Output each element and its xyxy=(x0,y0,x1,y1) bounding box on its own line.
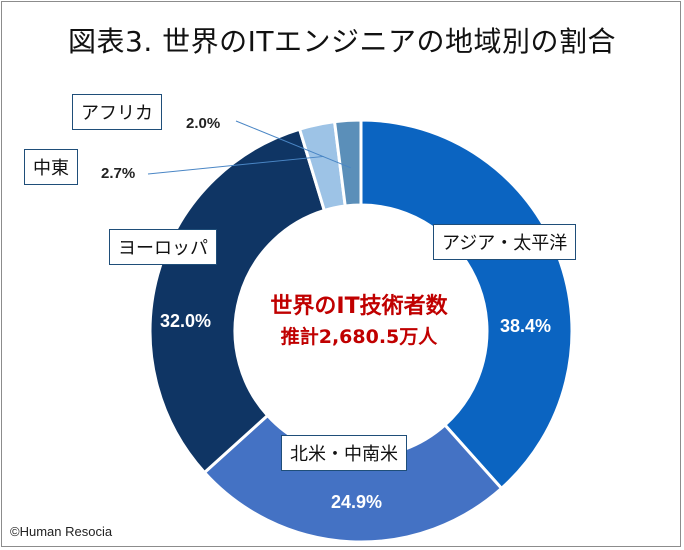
center-total: 推計2,680.5万人 xyxy=(224,322,494,349)
copyright: ©Human Resocia xyxy=(10,524,112,539)
center-title: 世界のIT技術者数 xyxy=(224,288,494,320)
category-label-europe: ヨーロッパ xyxy=(109,229,217,265)
value-label-middle-east: 2.7% xyxy=(101,165,135,182)
category-label-middle-east: 中東 xyxy=(24,149,78,185)
value-label-europe: 32.0% xyxy=(160,311,211,332)
value-label-asia: 38.4% xyxy=(500,316,551,337)
value-label-americas: 24.9% xyxy=(331,492,382,513)
category-label-asia: アジア・太平洋 xyxy=(433,224,576,260)
value-label-africa: 2.0% xyxy=(186,115,220,132)
category-label-americas: 北米・中南米 xyxy=(281,435,407,471)
category-label-africa: アフリカ xyxy=(72,94,162,130)
